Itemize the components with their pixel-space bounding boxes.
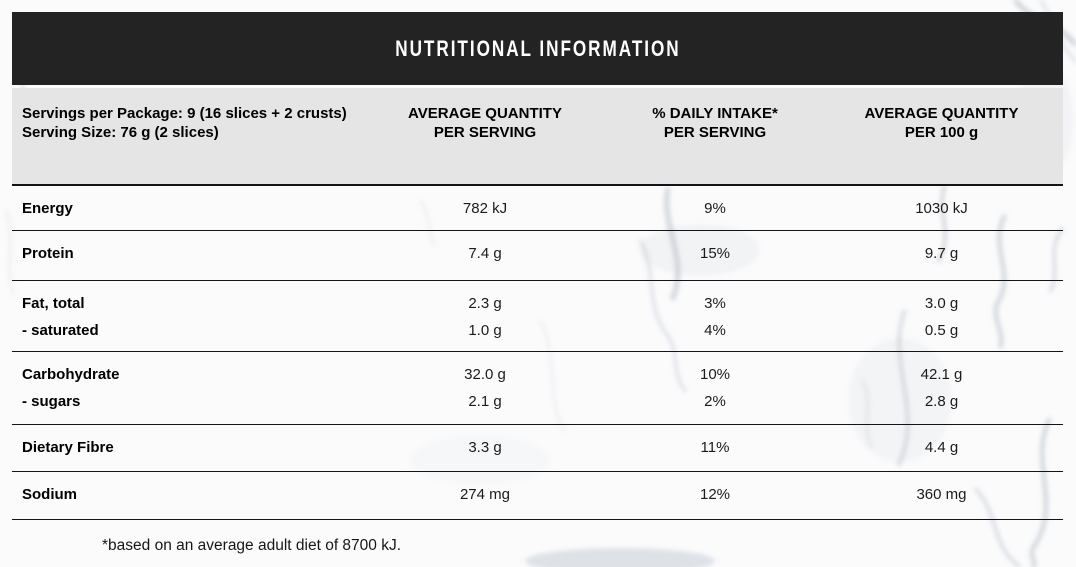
column-header-per-serving: AVERAGE QUANTITY PER SERVING (408, 105, 562, 141)
nutrition-panel: NUTRITIONAL INFORMATION Servings per Pac… (12, 12, 1063, 520)
row-sublabel: - saturated (22, 322, 99, 339)
value-per-100g: 42.1 g (920, 366, 963, 383)
row-label: Energy (22, 200, 73, 217)
value-per-100g: 3.0 g (924, 295, 959, 312)
table-row-carbohydrate: Carbohydrate - sugars 32.0 g 2.1 g 10% 2… (12, 352, 1063, 425)
value-per-serving: 274 mg (459, 486, 511, 503)
serving-info: Servings per Package: 9 (16 slices + 2 c… (12, 104, 360, 184)
value-daily-intake: 10% (699, 366, 731, 383)
value-daily-intake: 3% (704, 295, 726, 312)
value-daily-intake: 12% (699, 486, 731, 503)
column-header-per-100g: AVERAGE QUANTITY PER 100 g (864, 105, 1019, 141)
footnote: *based on an average adult diet of 8700 … (102, 537, 402, 554)
servings-per-package: Servings per Package: 9 (16 slices + 2 c… (22, 105, 347, 122)
row-label: Sodium (22, 486, 77, 503)
title-bar: NUTRITIONAL INFORMATION (12, 12, 1063, 85)
value-per-serving: 2.1 g (468, 393, 502, 410)
value-per-serving: 7.4 g (468, 245, 502, 262)
value-per-serving: 782 kJ (462, 200, 508, 217)
value-per-100g: 4.4 g (924, 439, 959, 456)
nutrition-table: Energy 782 kJ 9% 1030 kJ Protein 7.4 g 1… (12, 184, 1063, 520)
column-header-daily-intake: % DAILY INTAKE* PER SERVING (652, 105, 778, 141)
value-per-100g: 1030 kJ (915, 200, 968, 217)
table-header: Servings per Package: 9 (16 slices + 2 c… (12, 88, 1063, 184)
value-per-100g: 0.5 g (924, 322, 959, 339)
value-per-100g: 9.7 g (924, 245, 959, 262)
value-per-serving: 32.0 g (464, 366, 506, 383)
value-daily-intake: 2% (704, 393, 726, 410)
value-daily-intake: 11% (700, 439, 730, 456)
serving-size: Serving Size: 76 g (2 slices) (22, 124, 219, 141)
value-daily-intake: 15% (699, 245, 731, 262)
table-row-energy: Energy 782 kJ 9% 1030 kJ (12, 186, 1063, 231)
page-title: NUTRITIONAL INFORMATION (394, 35, 681, 61)
row-label: Protein (22, 245, 74, 262)
table-row-fat: Fat, total - saturated 2.3 g 1.0 g 3% 4%… (12, 281, 1063, 352)
row-label: Dietary Fibre (22, 439, 114, 456)
row-label: Carbohydrate (22, 366, 120, 383)
table-row-dietary-fibre: Dietary Fibre 3.3 g 11% 4.4 g (12, 425, 1063, 472)
table-row-protein: Protein 7.4 g 15% 9.7 g (12, 231, 1063, 281)
value-per-100g: 2.8 g (924, 393, 959, 410)
value-per-serving: 1.0 g (468, 322, 502, 339)
value-daily-intake: 4% (704, 322, 726, 339)
value-per-100g: 360 mg (916, 486, 967, 503)
value-per-serving: 2.3 g (468, 295, 502, 312)
value-daily-intake: 9% (704, 200, 726, 217)
value-per-serving: 3.3 g (468, 439, 502, 456)
row-sublabel: - sugars (22, 393, 81, 410)
row-label: Fat, total (22, 295, 85, 312)
table-row-sodium: Sodium 274 mg 12% 360 mg (12, 472, 1063, 520)
